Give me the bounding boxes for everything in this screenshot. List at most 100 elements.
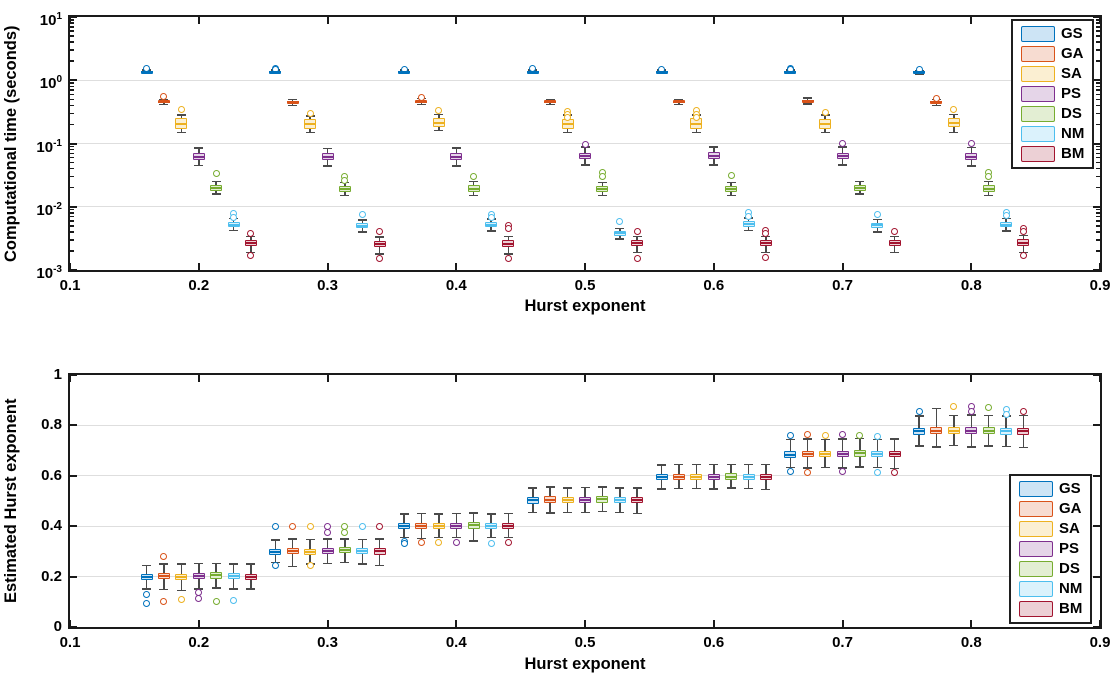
whisker-cap	[194, 588, 204, 590]
whisker-cap	[931, 446, 941, 448]
outlier-GA	[417, 93, 425, 101]
outlier-NM	[873, 468, 881, 476]
x-tick	[197, 263, 200, 270]
whisker	[806, 439, 809, 451]
y-tick	[1093, 474, 1100, 477]
y-minor-tick	[70, 30, 74, 32]
median-line-BM	[502, 525, 515, 528]
outlier-DS	[598, 173, 606, 181]
whisker-cap	[563, 487, 573, 489]
whisker	[490, 528, 492, 538]
median-line-SA	[819, 123, 832, 126]
whisker	[876, 219, 878, 223]
x-tick	[326, 620, 329, 627]
median-line-BM	[631, 499, 644, 502]
whisker	[309, 554, 311, 564]
outlier-PS	[581, 141, 589, 149]
whisker-cap	[434, 113, 444, 115]
y-minor-tick	[1096, 208, 1100, 211]
median-line-NM	[485, 223, 497, 226]
whisker	[344, 182, 346, 187]
whisker-cap	[340, 194, 350, 197]
whisker	[660, 480, 663, 489]
y-minor-tick	[70, 85, 74, 88]
whisker-cap	[855, 180, 865, 183]
x-tick	[584, 17, 586, 24]
median-line-SA	[432, 122, 445, 125]
whisker	[601, 182, 604, 187]
median-line-GA	[672, 100, 685, 103]
outlier-SA	[950, 106, 958, 114]
whisker	[455, 160, 457, 167]
outlier-SA	[306, 561, 314, 569]
whisker-cap	[984, 414, 994, 417]
whisker-cap	[820, 438, 830, 440]
whisker	[549, 503, 551, 514]
legend-swatch-NM	[1021, 126, 1055, 142]
median-line-SA	[304, 123, 317, 126]
outlier-NM	[1002, 410, 1010, 418]
whisker	[713, 147, 715, 153]
whisker-cap	[597, 486, 607, 488]
x-tick	[326, 17, 329, 24]
whisker	[326, 148, 329, 154]
whisker	[455, 147, 457, 154]
gridline	[70, 576, 1100, 578]
y-minor-tick	[1096, 26, 1100, 28]
median-line-DS	[338, 549, 351, 552]
whisker-cap	[838, 438, 847, 440]
whisker-cap	[503, 253, 513, 255]
y-minor-tick	[1096, 22, 1100, 24]
outlier-SA	[177, 595, 185, 603]
y-minor-tick	[70, 161, 74, 164]
y-minor-tick	[1096, 41, 1100, 43]
outlier-GS	[271, 522, 279, 530]
whisker	[361, 219, 363, 223]
whisker-cap	[357, 219, 367, 221]
whisker-cap	[399, 513, 409, 515]
x-tick	[69, 263, 71, 270]
whisker-cap	[949, 131, 959, 134]
whisker	[841, 439, 844, 451]
whisker	[198, 563, 200, 574]
outlier-NM	[616, 218, 624, 226]
whisker-cap	[966, 446, 976, 448]
whisker	[678, 464, 680, 474]
whisker-cap	[949, 444, 959, 447]
y-tick-label: 0.4	[41, 517, 62, 535]
y-minor-tick	[70, 148, 74, 151]
whisker-cap	[726, 487, 736, 489]
y-minor-tick	[1096, 19, 1100, 21]
whisker	[859, 456, 861, 468]
y-minor-tick	[70, 93, 74, 96]
whisker-cap	[357, 538, 367, 541]
median-line-NM	[871, 453, 884, 456]
whisker	[378, 247, 381, 254]
y-minor-tick	[70, 225, 74, 227]
outlier-NM	[1002, 212, 1010, 220]
y-minor-tick	[70, 22, 74, 24]
whisker	[163, 564, 165, 573]
whisker	[584, 159, 586, 165]
whisker	[232, 564, 235, 574]
y-tick	[70, 205, 77, 208]
whisker-cap	[803, 467, 813, 469]
whisker	[291, 103, 294, 106]
whisker-cap	[872, 466, 882, 469]
x-tick	[326, 375, 329, 382]
whisker	[970, 434, 972, 447]
whisker-cap	[949, 113, 959, 115]
whisker	[507, 529, 510, 538]
outlier-PS	[839, 140, 846, 147]
whisker	[730, 464, 732, 474]
y-tick-label: 100	[39, 74, 62, 93]
whisker-cap	[1018, 414, 1028, 417]
outlier-SA	[692, 113, 700, 121]
whisker	[438, 514, 440, 524]
outlier-BM	[504, 539, 512, 547]
outlier-BM	[1019, 251, 1027, 259]
whisker-cap	[357, 231, 367, 233]
whisker	[403, 514, 405, 524]
whisker-cap	[563, 511, 573, 514]
